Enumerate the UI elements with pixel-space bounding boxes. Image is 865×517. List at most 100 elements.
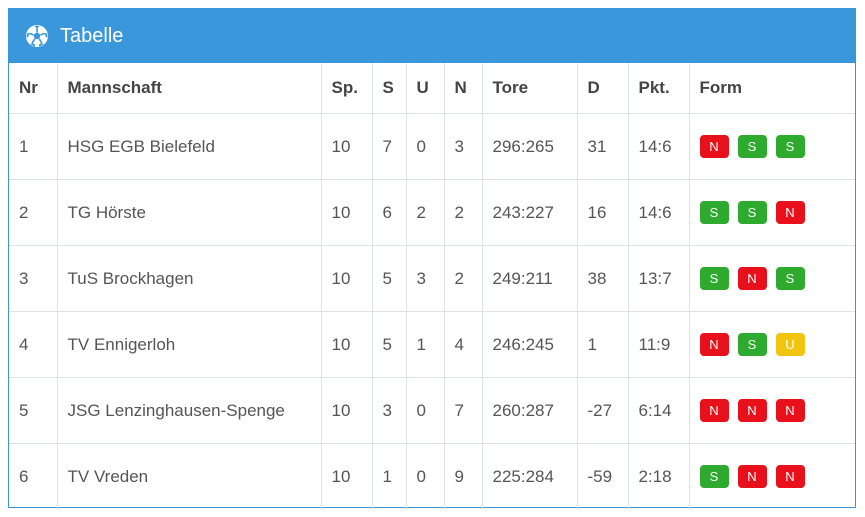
cell-games: 10 bbox=[321, 443, 373, 509]
cell-diff: 1 bbox=[577, 311, 629, 378]
table-row: 1 HSG EGB Bielefeld 10 7 0 3 296:265 31 14:6 N S S bbox=[9, 113, 855, 180]
cell-nr: 3 bbox=[9, 245, 58, 312]
cell-goals: 249:211 bbox=[482, 245, 578, 312]
cell-team: TG Hörste bbox=[57, 179, 322, 246]
cell-losses: 2 bbox=[444, 179, 483, 246]
cell-team: TuS Brockhagen bbox=[57, 245, 322, 312]
form-badge: N bbox=[737, 267, 767, 290]
cell-points: 14:6 bbox=[628, 113, 690, 180]
cell-points: 6:14 bbox=[628, 377, 690, 444]
cell-losses: 3 bbox=[444, 113, 483, 180]
cell-nr: 2 bbox=[9, 179, 58, 246]
cell-team: HSG EGB Bielefeld bbox=[57, 113, 322, 180]
table-row: 4 TV Ennigerloh 10 5 1 4 246:245 1 11:9 N S U bbox=[9, 311, 855, 378]
cell-wins: 6 bbox=[372, 179, 407, 246]
form-badge: N bbox=[699, 135, 729, 158]
form-badge: S bbox=[737, 135, 767, 158]
table-header-row: Nr Mannschaft Sp. S U N Tore D Pkt. Form bbox=[9, 63, 855, 114]
cell-diff: 38 bbox=[577, 245, 629, 312]
cell-games: 10 bbox=[321, 311, 373, 378]
cell-losses: 7 bbox=[444, 377, 483, 444]
cell-draws: 1 bbox=[406, 311, 445, 378]
form-badge: S bbox=[699, 465, 729, 488]
form-badge: N bbox=[737, 465, 767, 488]
column-header-d: D bbox=[577, 63, 629, 114]
column-header-form: Form bbox=[689, 63, 855, 114]
form-badge: S bbox=[775, 267, 805, 290]
cell-diff: -59 bbox=[577, 443, 629, 509]
form-badge: S bbox=[699, 267, 729, 290]
table-row: 2 TG Hörste 10 6 2 2 243:227 16 14:6 S S N bbox=[9, 179, 855, 246]
panel-header: Tabelle bbox=[9, 9, 855, 63]
form-badge: N bbox=[775, 201, 805, 224]
cell-wins: 5 bbox=[372, 311, 407, 378]
cell-goals: 225:284 bbox=[482, 443, 578, 509]
column-header-pkt: Pkt. bbox=[628, 63, 690, 114]
form-badge: N bbox=[737, 399, 767, 422]
cell-points: 13:7 bbox=[628, 245, 690, 312]
cell-games: 10 bbox=[321, 377, 373, 444]
form-badge: N bbox=[775, 465, 805, 488]
cell-points: 14:6 bbox=[628, 179, 690, 246]
cell-draws: 0 bbox=[406, 377, 445, 444]
cell-nr: 6 bbox=[9, 443, 58, 509]
cell-games: 10 bbox=[321, 113, 373, 180]
table-row: 6 TV Vreden 10 1 0 9 225:284 -59 2:18 S N N bbox=[9, 443, 855, 510]
form-badge: S bbox=[775, 135, 805, 158]
cell-goals: 296:265 bbox=[482, 113, 578, 180]
form-badge: N bbox=[699, 333, 729, 356]
cell-diff: 31 bbox=[577, 113, 629, 180]
cell-losses: 4 bbox=[444, 311, 483, 378]
cell-points: 11:9 bbox=[628, 311, 690, 378]
cell-diff: 16 bbox=[577, 179, 629, 246]
cell-wins: 5 bbox=[372, 245, 407, 312]
column-header-mannschaft: Mannschaft bbox=[57, 63, 322, 114]
standings-panel: Tabelle Nr Mannschaft Sp. S U N Tore D P… bbox=[8, 8, 856, 509]
soccer-ball-icon bbox=[26, 25, 48, 47]
cell-nr: 4 bbox=[9, 311, 58, 378]
cell-nr: 5 bbox=[9, 377, 58, 444]
column-header-nr: Nr bbox=[9, 63, 58, 114]
form-badge: N bbox=[775, 399, 805, 422]
cell-goals: 246:245 bbox=[482, 311, 578, 378]
cell-team: TV Vreden bbox=[57, 443, 322, 509]
cell-diff: -27 bbox=[577, 377, 629, 444]
standings-table: Nr Mannschaft Sp. S U N Tore D Pkt. Form… bbox=[9, 63, 855, 509]
cell-draws: 0 bbox=[406, 443, 445, 509]
table-row: 3 TuS Brockhagen 10 5 3 2 249:211 38 13:7 S N S bbox=[9, 245, 855, 312]
cell-wins: 7 bbox=[372, 113, 407, 180]
form-badge: U bbox=[775, 333, 805, 356]
cell-draws: 3 bbox=[406, 245, 445, 312]
cell-games: 10 bbox=[321, 179, 373, 246]
cell-team: TV Ennigerloh bbox=[57, 311, 322, 378]
form-badge: S bbox=[737, 333, 767, 356]
table-row: 5 JSG Lenzinghausen-Spenge 10 3 0 7 260:287 -27… bbox=[9, 377, 855, 444]
cell-wins: 1 bbox=[372, 443, 407, 509]
cell-goals: 260:287 bbox=[482, 377, 578, 444]
form-badge: N bbox=[699, 399, 729, 422]
cell-nr: 1 bbox=[9, 113, 58, 180]
column-header-tore: Tore bbox=[482, 63, 578, 114]
column-header-sp: Sp. bbox=[321, 63, 373, 114]
column-header-u: U bbox=[406, 63, 445, 114]
cell-goals: 243:227 bbox=[482, 179, 578, 246]
table-body: 1 HSG EGB Bielefeld 10 7 0 3 296:265 31 14:6 N S S 2… bbox=[9, 113, 855, 510]
form-badge: S bbox=[699, 201, 729, 224]
cell-losses: 9 bbox=[444, 443, 483, 509]
cell-games: 10 bbox=[321, 245, 373, 312]
column-header-s: S bbox=[372, 63, 407, 114]
cell-losses: 2 bbox=[444, 245, 483, 312]
cell-points: 2:18 bbox=[628, 443, 690, 509]
cell-wins: 3 bbox=[372, 377, 407, 444]
cell-draws: 0 bbox=[406, 113, 445, 180]
panel-title: Tabelle bbox=[60, 24, 124, 47]
cell-team: JSG Lenzinghausen-Spenge bbox=[57, 377, 322, 444]
cell-draws: 2 bbox=[406, 179, 445, 246]
form-badge: S bbox=[737, 201, 767, 224]
